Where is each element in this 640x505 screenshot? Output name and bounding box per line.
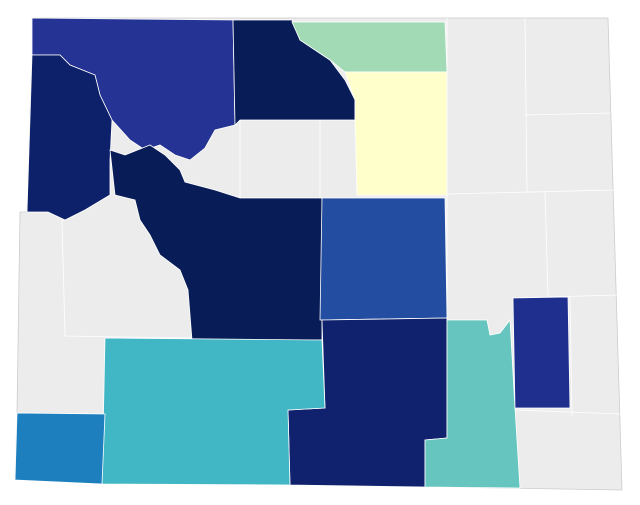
county: [14, 412, 106, 485]
county: [26, 54, 113, 221]
county: [344, 71, 448, 196]
county: [319, 197, 448, 321]
counties: [14, 17, 571, 489]
county: [512, 296, 571, 409]
